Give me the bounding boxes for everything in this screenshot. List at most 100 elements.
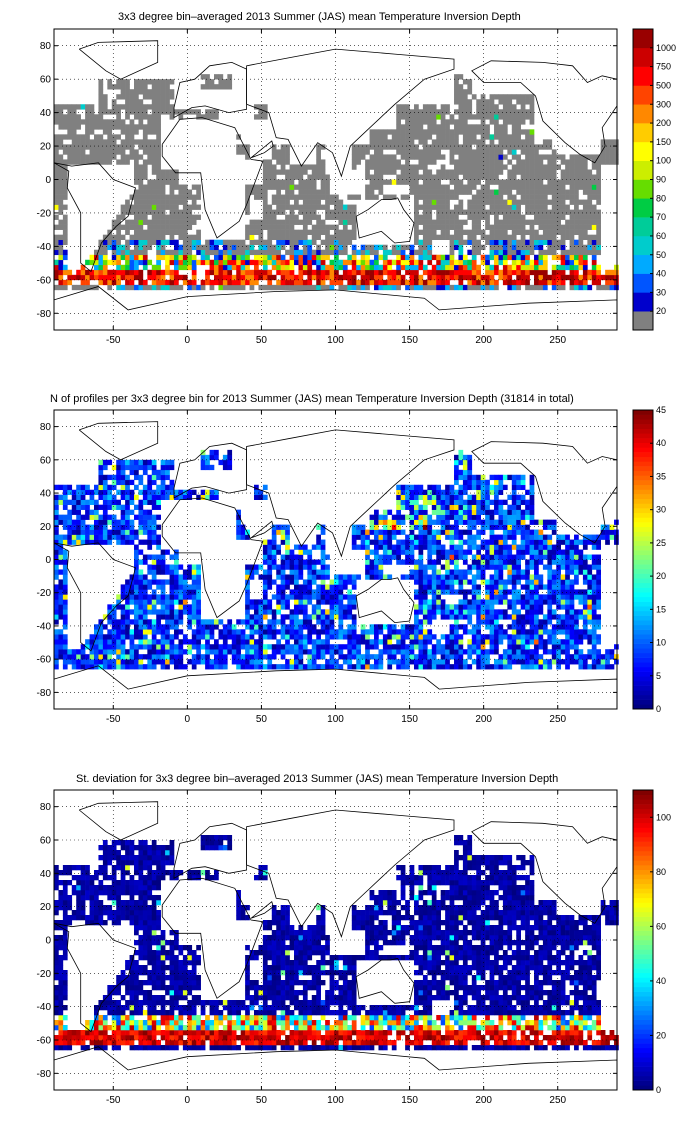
data-bin — [574, 179, 579, 185]
data-bin — [107, 274, 113, 281]
data-bin — [120, 119, 126, 125]
data-bin — [431, 199, 437, 205]
data-bin — [111, 149, 117, 155]
data-bin — [405, 559, 410, 565]
data-bin — [267, 284, 273, 291]
data-bin — [214, 244, 219, 251]
data-bin — [209, 239, 215, 246]
data-bin — [467, 154, 473, 160]
data-bin — [165, 84, 170, 90]
data-bin — [494, 129, 499, 135]
data-bin — [191, 614, 197, 620]
data-bin — [458, 264, 464, 271]
data-bin — [125, 654, 130, 660]
data-bin — [80, 644, 86, 650]
data-bin — [507, 194, 513, 200]
data-bin — [169, 219, 175, 225]
data-bin — [320, 574, 326, 580]
data-bin — [471, 164, 477, 170]
data-bin — [245, 249, 250, 256]
data-bin — [209, 619, 215, 625]
data-bin — [151, 224, 157, 230]
data-bin — [58, 194, 64, 200]
data-bin — [205, 279, 210, 286]
data-bin — [387, 264, 393, 271]
data-bin — [485, 214, 490, 220]
data-bin — [200, 284, 206, 291]
data-bin — [178, 629, 184, 635]
data-bin — [125, 514, 130, 520]
data-bin — [365, 644, 370, 650]
data-bin — [120, 634, 126, 640]
data-bin — [280, 159, 286, 165]
data-bin — [511, 124, 517, 130]
data-bin — [476, 99, 481, 105]
data-bin — [431, 159, 437, 165]
data-bin — [365, 664, 370, 670]
data-bin — [236, 249, 241, 256]
data-bin — [467, 164, 473, 170]
data-bin — [320, 164, 326, 170]
data-bin — [138, 109, 144, 115]
data-bin — [249, 634, 255, 640]
data-bin — [307, 279, 313, 286]
data-bin — [156, 144, 161, 150]
data-bin — [249, 659, 255, 665]
data-bin — [507, 169, 513, 175]
data-bin — [427, 154, 433, 160]
data-bin — [471, 244, 477, 251]
data-bin — [502, 179, 508, 185]
data-bin — [54, 194, 59, 200]
data-bin — [360, 284, 366, 291]
data-bin — [231, 634, 237, 640]
data-bin — [436, 224, 441, 230]
data-bin — [414, 524, 419, 530]
x-tick-label: 100 — [327, 335, 344, 346]
data-bin — [262, 269, 268, 276]
data-bin — [138, 604, 144, 610]
data-bin — [387, 544, 393, 550]
data-bin — [267, 259, 273, 266]
data-bin — [494, 234, 499, 240]
data-bin — [54, 149, 59, 155]
data-bin — [538, 159, 544, 165]
data-bin — [489, 169, 495, 175]
data-bin — [138, 559, 144, 565]
data-bin — [414, 284, 419, 291]
data-bin — [396, 139, 401, 145]
data-bin — [62, 284, 68, 291]
data-bin — [267, 619, 273, 625]
data-bin — [262, 544, 268, 550]
data-bin — [525, 134, 530, 140]
data-bin — [267, 224, 273, 230]
data-bin — [422, 534, 428, 540]
data-bin — [436, 584, 441, 590]
data-bin — [574, 174, 579, 180]
data-bin — [551, 254, 557, 261]
data-bin — [511, 279, 517, 286]
data-bin — [440, 274, 446, 281]
data-bin — [325, 274, 330, 281]
data-bin — [427, 539, 433, 545]
data-bin — [276, 179, 281, 185]
data-bin — [431, 279, 437, 286]
data-bin — [160, 244, 166, 251]
data-bin — [276, 629, 281, 635]
data-bin — [347, 659, 353, 665]
data-bin — [178, 214, 184, 220]
data-bin — [58, 209, 64, 215]
data-bin — [347, 279, 353, 286]
data-bin — [165, 579, 170, 585]
data-bin — [262, 199, 268, 205]
data-bin — [445, 644, 450, 650]
data-bin — [120, 639, 126, 645]
data-bin — [289, 219, 295, 225]
data-bin — [138, 644, 144, 650]
data-bin — [454, 204, 459, 210]
data-bin — [498, 154, 504, 160]
data-bin — [391, 544, 397, 550]
data-bin — [276, 184, 281, 190]
data-bin — [134, 84, 139, 90]
data-bin — [107, 609, 113, 615]
data-bin — [445, 564, 450, 570]
